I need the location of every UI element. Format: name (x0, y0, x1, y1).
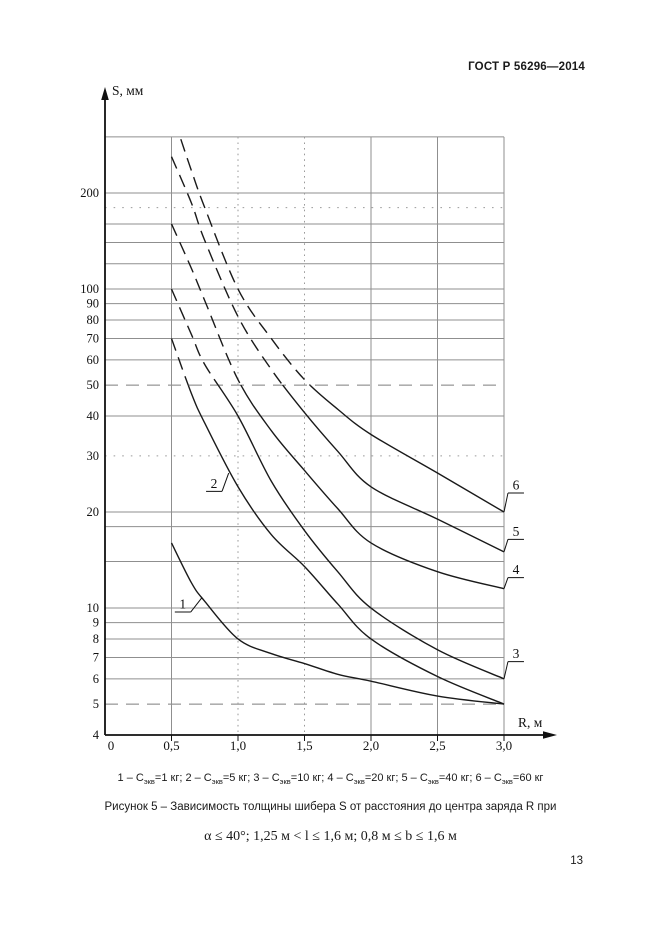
curve-label-2: 2 (211, 476, 218, 491)
curve-4 (240, 385, 505, 590)
svg-text:2,0: 2,0 (363, 738, 379, 753)
curve-1-dashed (172, 543, 505, 704)
x-axis-title: R, м (518, 715, 543, 730)
svg-text:4: 4 (93, 728, 100, 742)
y-axis-title: S, мм (112, 83, 144, 98)
svg-text:2,5: 2,5 (429, 738, 445, 753)
curve-label-1: 1 (179, 596, 186, 611)
curve-5 (281, 385, 505, 553)
svg-text:10: 10 (87, 601, 100, 615)
curve-label-4: 4 (513, 562, 520, 577)
axes (101, 87, 557, 741)
svg-text:40: 40 (87, 409, 100, 423)
svg-text:200: 200 (80, 186, 99, 200)
figure-legend: 1 – Сэкв=1 кг; 2 – Сэкв=5 кг; 3 – Сэкв=1… (0, 772, 661, 786)
series-curves (170, 138, 505, 705)
svg-text:20: 20 (87, 505, 100, 519)
curve-6-dashed (180, 138, 311, 386)
svg-text:7: 7 (93, 650, 99, 664)
svg-text:60: 60 (87, 353, 100, 367)
curve-5-dashed (170, 156, 284, 386)
svg-text:6: 6 (93, 672, 99, 686)
curve-label-3: 3 (513, 646, 520, 661)
figure-caption: Рисунок 5 – Зависимость толщины шибера S… (104, 801, 557, 813)
curve-label-6: 6 (513, 478, 520, 493)
curve-label-5: 5 (513, 524, 520, 539)
svg-text:80: 80 (87, 313, 100, 327)
svg-text:70: 70 (87, 331, 100, 345)
svg-text:1,0: 1,0 (230, 738, 246, 753)
svg-text:0: 0 (108, 738, 115, 753)
document-header: ГОСТ Р 56296—2014 (468, 61, 585, 73)
page-number: 13 (570, 855, 583, 867)
curve-3 (217, 385, 505, 680)
curve-1 (170, 542, 505, 705)
svg-text:3,0: 3,0 (496, 738, 512, 753)
series-labels: 1 2 3 4 5 6 (174, 472, 524, 679)
svg-text:1,5: 1,5 (296, 738, 312, 753)
svg-text:50: 50 (87, 378, 100, 392)
curve-2-dashed (170, 338, 189, 386)
figure-legend-text: 1 – Сэкв=1 кг; 2 – Сэкв=5 кг; 3 – Сэкв=1… (117, 772, 544, 787)
curve-2 (187, 385, 505, 705)
curve-3-dashed (170, 288, 219, 386)
svg-text:5: 5 (93, 697, 99, 711)
svg-text:9: 9 (93, 616, 99, 630)
svg-text:30: 30 (87, 449, 100, 463)
curve-4-dashed (170, 223, 242, 386)
svg-text:0,5: 0,5 (163, 738, 179, 753)
grid-lines (105, 136, 505, 735)
svg-text:8: 8 (93, 632, 99, 646)
figure-conditions: α ≤ 40°; 1,25 м < l ≤ 1,6 м; 0,8 м ≤ b ≤… (204, 829, 457, 844)
svg-text:100: 100 (80, 282, 99, 296)
svg-text:90: 90 (87, 297, 100, 311)
curve-6 (308, 385, 505, 513)
